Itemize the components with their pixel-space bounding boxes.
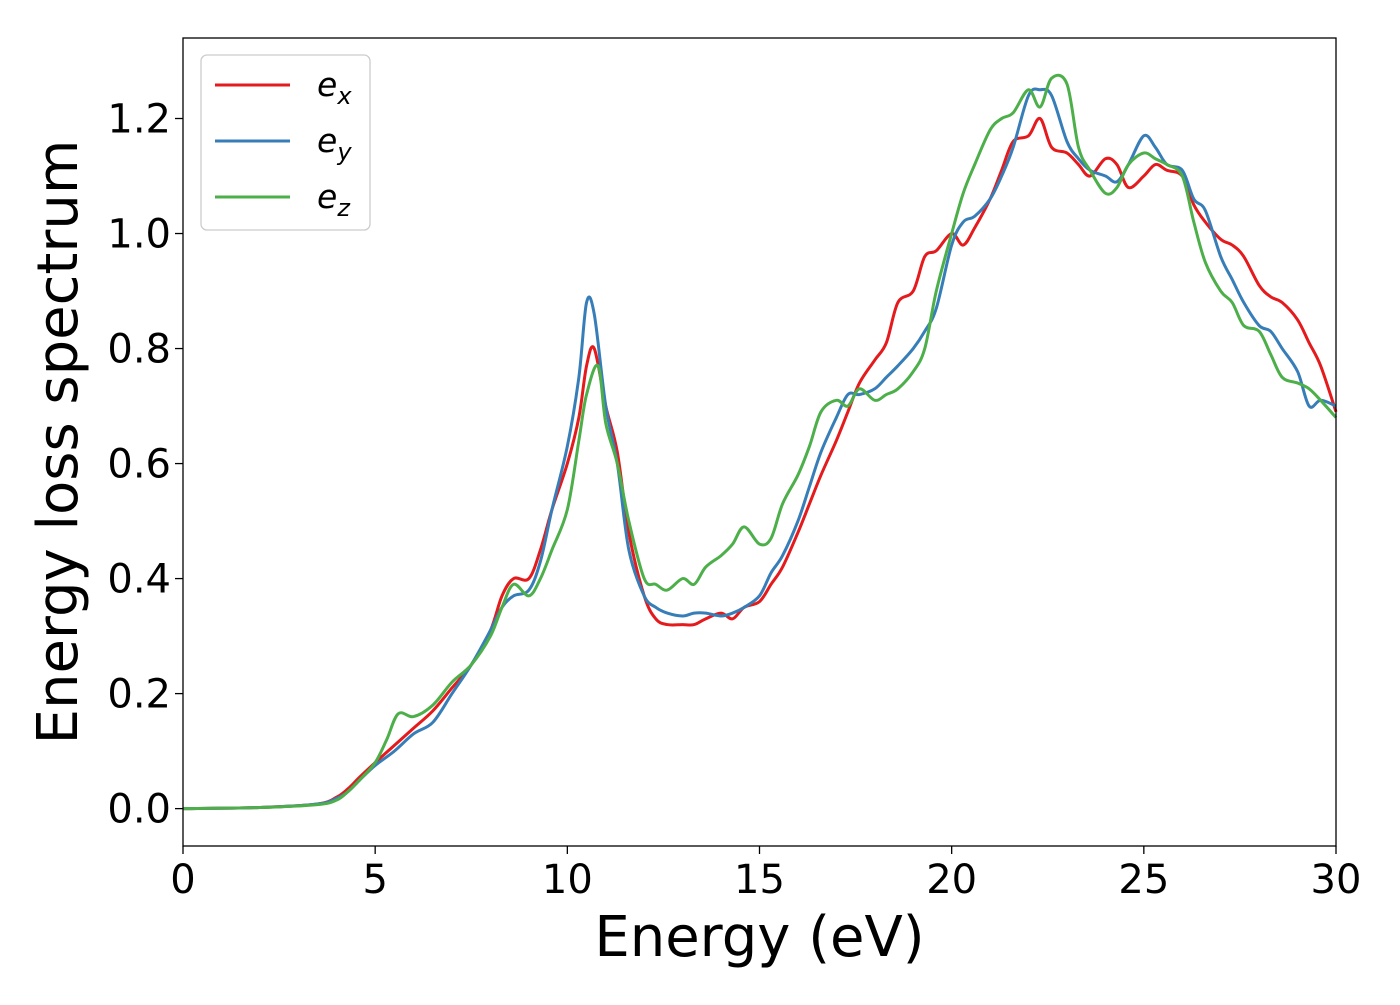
y-tick-label: 0.4 xyxy=(107,557,171,603)
x-tick-label: 30 xyxy=(1311,857,1362,903)
legend: ex ey ez xyxy=(200,54,371,231)
x-tick-label: 25 xyxy=(1118,857,1169,903)
y-tick-label: 0.6 xyxy=(107,442,171,488)
x-tick-label: 0 xyxy=(170,857,195,903)
y-tick-label: 0.8 xyxy=(107,327,171,373)
legend-label-y: ey xyxy=(317,121,352,166)
axis-ticks: 0 5 10 15 20 25 30 0.0 0.2 0.4 0.6 0.8 1.0 1.2 xyxy=(107,97,1361,903)
y-tick-label: 0.2 xyxy=(107,672,171,718)
legend-label-z: ez xyxy=(317,177,351,222)
y-axis-label: Energy loss spectrum xyxy=(26,140,91,745)
series-line-x xyxy=(182,117,1338,811)
y-tick-label: 0.0 xyxy=(107,787,171,833)
x-tick-label: 10 xyxy=(542,857,593,903)
series-lines xyxy=(182,73,1338,811)
legend-label-x: ex xyxy=(317,65,352,110)
x-tick-label: 20 xyxy=(926,857,977,903)
series-line-z xyxy=(182,73,1338,811)
x-axis-label: Energy (eV) xyxy=(594,905,924,970)
x-tick-label: 15 xyxy=(734,857,785,903)
x-tick-label: 5 xyxy=(362,857,387,903)
y-tick-label: 1.2 xyxy=(107,97,171,143)
y-tick-label: 1.0 xyxy=(107,212,171,258)
